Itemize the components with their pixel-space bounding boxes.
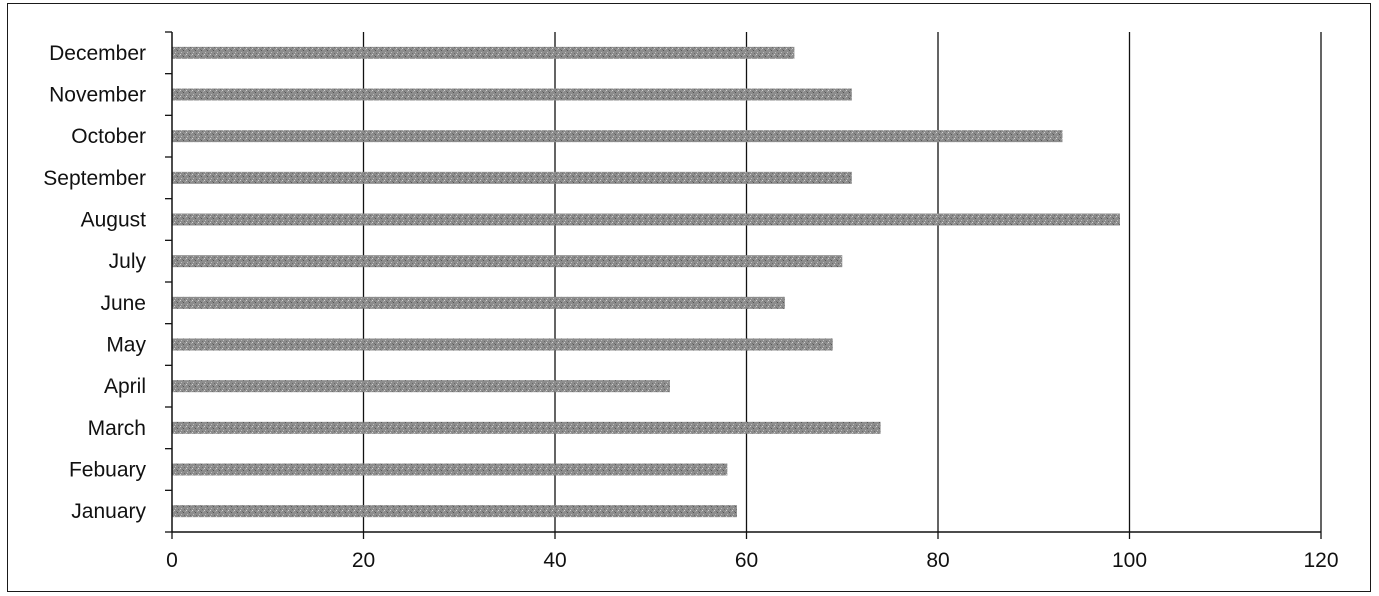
gridlines xyxy=(362,32,1322,532)
axis-labels: 0 20 40 60 80 100 120 January Febuary March April M… xyxy=(43,42,1338,572)
x-tick-label: 60 xyxy=(735,549,758,572)
category-label: March xyxy=(88,417,146,440)
bar-august xyxy=(172,213,1120,226)
category-label: May xyxy=(106,334,146,357)
x-tick-label: 80 xyxy=(926,549,949,572)
x-tick-label: 20 xyxy=(352,549,375,572)
x-tick-label: 120 xyxy=(1303,549,1338,572)
category-label: January xyxy=(71,500,146,523)
x-tick-label: 40 xyxy=(543,549,566,572)
x-tick-label: 0 xyxy=(166,549,178,572)
category-label: June xyxy=(100,292,146,315)
bar-october xyxy=(172,130,1063,143)
bar-december xyxy=(172,46,795,59)
category-label: August xyxy=(81,209,147,232)
bar-september xyxy=(172,171,852,184)
category-label: April xyxy=(104,375,146,398)
category-label: October xyxy=(71,125,146,148)
category-label: November xyxy=(49,84,146,107)
bar-november xyxy=(172,88,852,101)
category-label: December xyxy=(49,42,146,65)
bar-march xyxy=(172,421,881,434)
bars xyxy=(172,46,1120,518)
category-label: Febuary xyxy=(69,459,147,482)
category-label: July xyxy=(109,250,147,273)
bar-may xyxy=(172,338,833,351)
bar-july xyxy=(172,255,843,268)
bar-april xyxy=(172,380,670,393)
bar-febuary xyxy=(172,463,728,476)
x-tick-label: 100 xyxy=(1112,549,1147,572)
bar-january xyxy=(172,505,737,518)
axes xyxy=(165,31,1322,539)
category-label: September xyxy=(43,167,146,190)
bar-june xyxy=(172,296,785,309)
